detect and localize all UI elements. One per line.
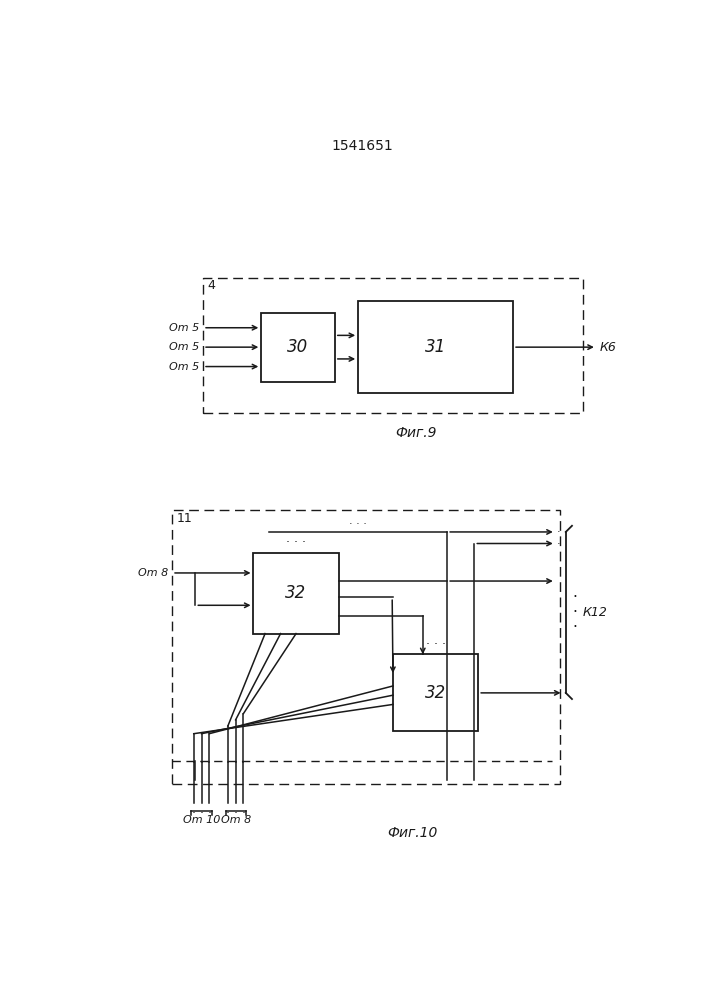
Text: К6: К6 <box>600 341 617 354</box>
Text: Оm 5: Оm 5 <box>169 362 199 372</box>
Text: ·
·: · · <box>557 527 561 549</box>
Text: 4: 4 <box>208 279 216 292</box>
Text: ·: · <box>241 807 245 820</box>
Text: Оm 8: Оm 8 <box>221 815 251 825</box>
Text: Оm 8: Оm 8 <box>138 568 168 578</box>
Text: Фиг.9: Фиг.9 <box>395 426 437 440</box>
Text: · · ·: · · · <box>286 536 306 549</box>
Text: Оm 5: Оm 5 <box>169 323 199 333</box>
Bar <box>358 301 513 393</box>
Text: ·: · <box>573 620 578 635</box>
Text: 30: 30 <box>287 338 309 356</box>
Text: ·: · <box>192 807 196 820</box>
Bar <box>203 278 583 413</box>
Bar <box>253 553 339 634</box>
Text: Оm 10: Оm 10 <box>183 815 220 825</box>
Text: ·: · <box>233 807 238 820</box>
Bar <box>393 654 478 731</box>
Text: ·: · <box>226 807 230 820</box>
Text: 1541651: 1541651 <box>331 139 393 153</box>
Text: · · ·: · · · <box>426 638 445 651</box>
Text: 31: 31 <box>425 338 446 356</box>
Text: ·: · <box>199 807 204 820</box>
Text: 32: 32 <box>286 584 307 602</box>
Text: К12: К12 <box>583 606 608 619</box>
Text: ·: · <box>573 605 578 620</box>
Bar <box>172 510 559 784</box>
Text: Оm 5: Оm 5 <box>169 342 199 352</box>
Text: 11: 11 <box>177 512 192 525</box>
Text: 32: 32 <box>425 684 446 702</box>
Text: · · ·: · · · <box>349 519 367 529</box>
Text: ·: · <box>573 590 578 605</box>
Text: ·: · <box>207 807 211 820</box>
Text: Фиг.10: Фиг.10 <box>387 826 438 840</box>
Bar <box>261 313 335 382</box>
